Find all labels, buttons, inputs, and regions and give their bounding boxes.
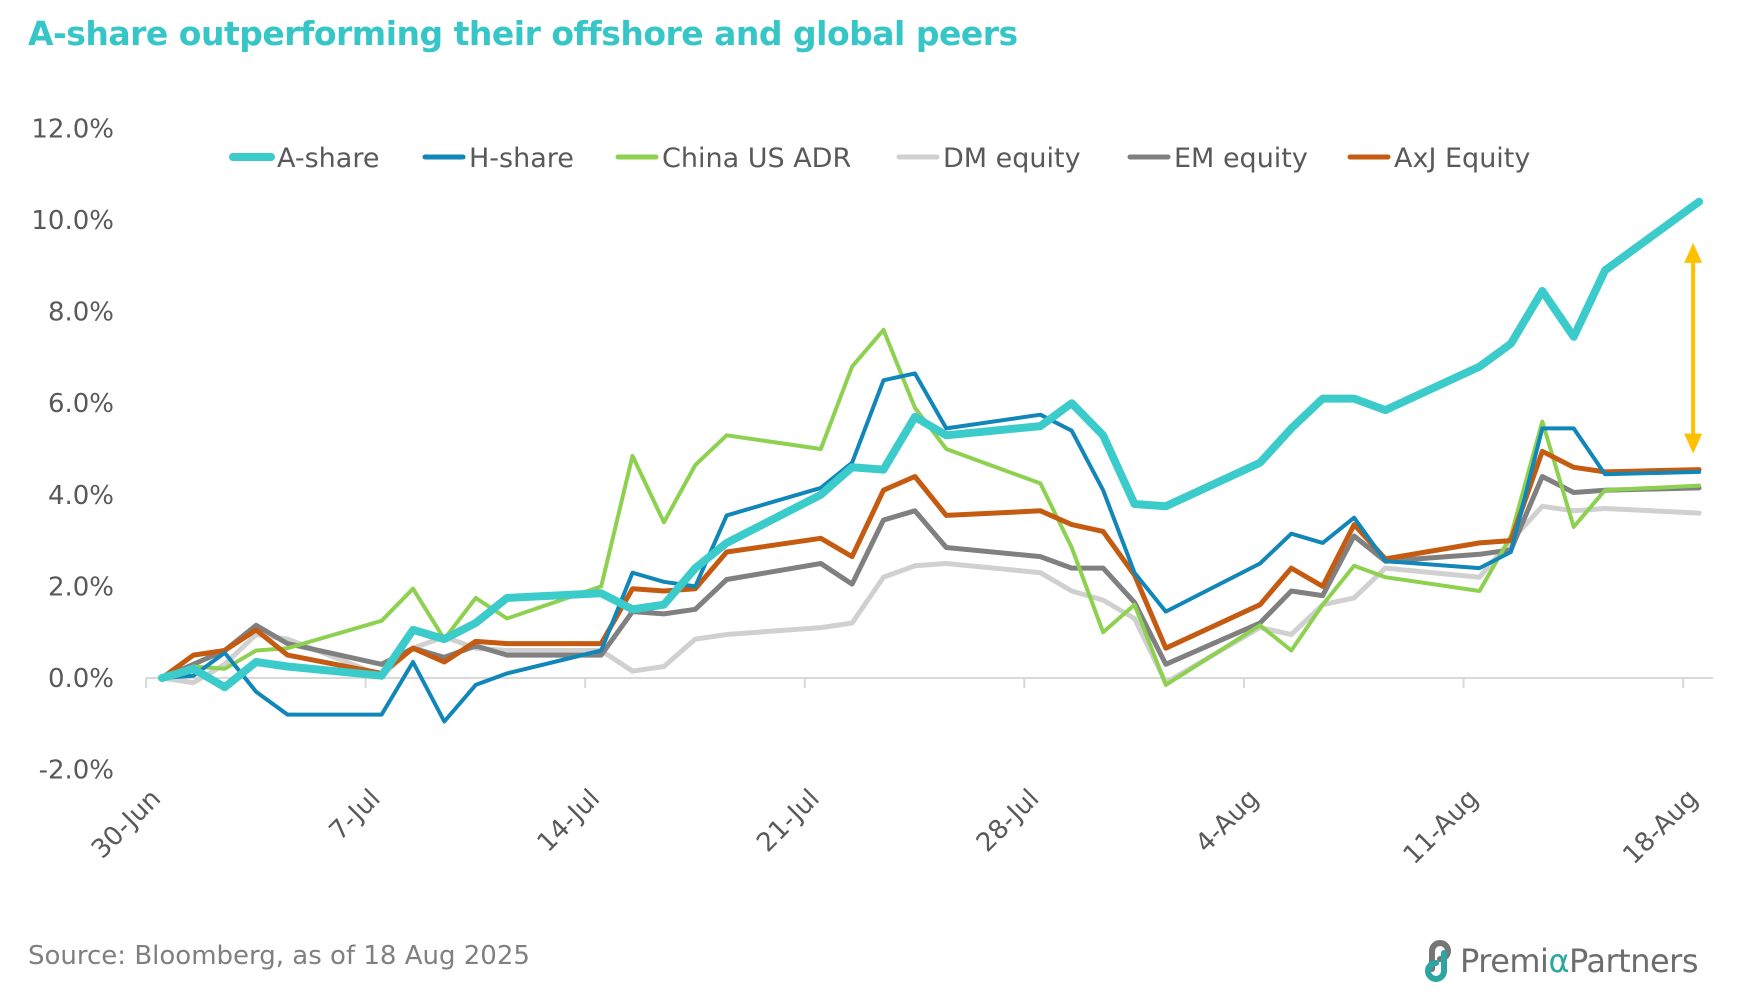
x-tick-label: 30-Jun — [86, 784, 167, 865]
x-tick-label: 7-Jul — [324, 784, 387, 847]
y-tick-label: 2.0% — [48, 572, 114, 602]
legend-label: A-share — [277, 143, 379, 174]
legend-label: China US ADR — [662, 143, 851, 174]
premia-partners-logo: PremiαPartners — [1418, 938, 1698, 984]
y-axis: 12.0% 10.0% 8.0% 6.0% 4.0% 2.0% 0.0% -2.0% — [31, 114, 114, 785]
x-axis: 30-Jun 7-Jul 14-Jul 21-Jul 28-Jul 4-Aug 11-Aug… — [86, 677, 1713, 871]
logo-text: PremiαPartners — [1460, 942, 1698, 980]
y-tick-label: -2.0% — [39, 756, 114, 786]
logo-text-alpha: α — [1548, 942, 1570, 980]
gap-arrow-head-up — [1684, 242, 1703, 263]
legend-item-a-share: A-share — [229, 143, 379, 174]
y-tick-label: 10.0% — [31, 206, 114, 236]
legend-label: H-share — [469, 143, 574, 174]
x-tick-label: 18-Aug — [1617, 784, 1704, 871]
y-tick-label: 4.0% — [48, 481, 114, 511]
x-tick-label: 11-Aug — [1398, 784, 1485, 871]
legend-item-axj-equity: AxJ Equity — [1347, 143, 1530, 174]
x-tick-label: 28-Jul — [971, 784, 1045, 858]
premia-partners-logo-icon — [1424, 940, 1452, 982]
legend-item-em-equity: EM equity — [1127, 143, 1308, 174]
logo-text-partners: Partners — [1569, 942, 1698, 980]
x-tick-label: 14-Jul — [532, 784, 606, 858]
chart-title: A-share outperforming their offshore and… — [28, 14, 1018, 53]
logo-text-premi: Premi — [1460, 942, 1549, 980]
legend-item-dm-equity: DM equity — [896, 143, 1081, 174]
legend-label: AxJ Equity — [1394, 143, 1530, 174]
series-line-axj-equity — [159, 448, 1702, 681]
x-tick-label: 4-Aug — [1190, 784, 1265, 859]
gap-arrow-head-down — [1684, 433, 1703, 454]
legend-label: DM equity — [943, 143, 1081, 174]
series-lines — [158, 197, 1704, 724]
y-tick-label: 0.0% — [48, 664, 114, 694]
chart-legend: A-share H-share China US ADR DM equity EM eq… — [229, 143, 1530, 174]
y-tick-label: 12.0% — [31, 114, 114, 144]
legend-label: EM equity — [1174, 143, 1308, 174]
legend-item-china-us-adr: China US ADR — [615, 143, 851, 174]
legend-item-h-share: H-share — [422, 143, 574, 174]
source-note: Source: Bloomberg, as of 18 Aug 2025 — [28, 941, 530, 971]
series-line-china-us-adr — [160, 327, 1702, 687]
series-line-h-share — [160, 371, 1702, 724]
y-tick-label: 8.0% — [48, 298, 114, 328]
x-tick-label: 21-Jul — [751, 784, 825, 858]
y-tick-label: 6.0% — [48, 389, 114, 419]
series-line-a-share — [158, 197, 1704, 692]
gap-arrow-annotation — [1684, 242, 1703, 454]
